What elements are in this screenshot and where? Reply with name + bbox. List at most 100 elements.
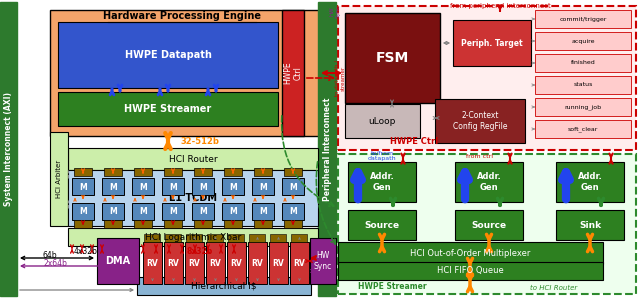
Bar <box>68 228 318 246</box>
Bar <box>254 220 272 228</box>
Text: to HCI Router: to HCI Router <box>530 285 577 291</box>
FancyArrowPatch shape <box>282 116 334 206</box>
Text: status: status <box>573 83 593 88</box>
Bar <box>345 13 440 103</box>
Text: 32-512b: 32-512b <box>180 136 220 145</box>
Bar <box>132 203 154 220</box>
Bar <box>164 242 183 284</box>
Text: M: M <box>169 207 177 217</box>
Text: RV: RV <box>189 258 200 268</box>
Bar <box>455 162 523 202</box>
Text: RV: RV <box>168 258 179 268</box>
Bar <box>143 242 162 284</box>
Text: RV: RV <box>210 258 221 268</box>
Text: Addr.
Gen: Addr. Gen <box>578 172 602 192</box>
Text: HWPE Streamer: HWPE Streamer <box>358 282 427 291</box>
Text: RV: RV <box>147 258 158 268</box>
Bar <box>284 220 302 228</box>
Bar <box>186 234 202 242</box>
Bar <box>338 154 636 294</box>
Text: acquire: acquire <box>572 38 595 44</box>
Text: 64b: 64b <box>43 251 58 260</box>
Text: 2x64b: 2x64b <box>43 258 67 268</box>
Text: HWPE Ctrl: HWPE Ctrl <box>390 137 438 146</box>
Bar <box>50 10 320 136</box>
Text: RV: RV <box>230 258 243 268</box>
Text: HWPE
Ctrl: HWPE Ctrl <box>284 62 303 84</box>
Bar <box>206 242 225 284</box>
Bar <box>252 203 274 220</box>
Bar <box>72 203 94 220</box>
Text: commit/trigger: commit/trigger <box>559 16 607 21</box>
Bar <box>207 234 223 242</box>
Bar <box>535 120 631 138</box>
Text: HCI FIFO Queue: HCI FIFO Queue <box>436 266 504 275</box>
Text: from ctrl: from ctrl <box>467 153 493 159</box>
Text: Sink: Sink <box>579 221 601 229</box>
Text: HWPE Streamer: HWPE Streamer <box>124 104 212 114</box>
Text: M: M <box>289 207 297 217</box>
Bar <box>132 178 154 195</box>
Bar <box>535 32 631 50</box>
Bar <box>134 168 152 176</box>
Text: to/from
datapath: to/from datapath <box>368 150 396 162</box>
Bar <box>222 178 244 195</box>
Text: Addr.
Gen: Addr. Gen <box>370 172 394 192</box>
Bar <box>270 234 286 242</box>
Text: M: M <box>169 182 177 192</box>
Text: HCI Arbiter: HCI Arbiter <box>56 160 62 198</box>
Bar <box>535 10 631 28</box>
Text: 2-Context
Config RegFile: 2-Context Config RegFile <box>452 111 508 131</box>
Text: 4x32b: 4x32b <box>74 246 98 255</box>
Bar <box>68 170 318 226</box>
Bar <box>453 20 531 66</box>
Bar <box>164 168 182 176</box>
Bar <box>254 168 272 176</box>
Bar <box>269 242 288 284</box>
Text: RV: RV <box>273 258 284 268</box>
Text: M: M <box>229 207 237 217</box>
Bar <box>104 168 122 176</box>
Text: M: M <box>199 207 207 217</box>
Bar <box>348 210 416 240</box>
Bar <box>435 99 525 143</box>
Bar <box>164 220 182 228</box>
Bar <box>252 178 274 195</box>
Bar <box>68 148 318 170</box>
Bar <box>338 262 603 280</box>
Bar <box>144 234 160 242</box>
Bar <box>58 92 278 126</box>
Bar <box>290 242 309 284</box>
Bar <box>194 220 212 228</box>
Text: HCI Logarithmic Xbar: HCI Logarithmic Xbar <box>145 232 241 241</box>
Bar <box>192 203 214 220</box>
Text: M: M <box>199 182 207 192</box>
Text: Hardware Processing Engine: Hardware Processing Engine <box>103 11 261 21</box>
Bar <box>291 234 307 242</box>
Bar <box>338 6 636 150</box>
Bar <box>137 277 311 295</box>
Bar <box>345 104 420 138</box>
Bar <box>248 242 267 284</box>
Bar <box>338 242 603 264</box>
Text: RV: RV <box>252 258 264 268</box>
Bar <box>222 203 244 220</box>
Text: Source: Source <box>472 221 507 229</box>
Text: to datapath /
streamer: to datapath / streamer <box>335 60 346 96</box>
Text: M: M <box>79 207 87 217</box>
Text: M: M <box>259 182 267 192</box>
Bar <box>224 220 242 228</box>
Bar <box>556 210 624 240</box>
Bar <box>74 168 92 176</box>
Text: Source: Source <box>364 221 399 229</box>
Text: finished: finished <box>571 60 595 66</box>
Bar <box>162 178 184 195</box>
Text: Periph. Target: Periph. Target <box>461 38 523 47</box>
Bar <box>0 2 17 296</box>
Text: M: M <box>139 182 147 192</box>
Bar <box>104 220 122 228</box>
Text: Hierarchical I$: Hierarchical I$ <box>191 282 257 291</box>
Bar <box>455 210 523 240</box>
Bar <box>102 178 124 195</box>
Text: HWPE Datapath: HWPE Datapath <box>125 50 211 60</box>
